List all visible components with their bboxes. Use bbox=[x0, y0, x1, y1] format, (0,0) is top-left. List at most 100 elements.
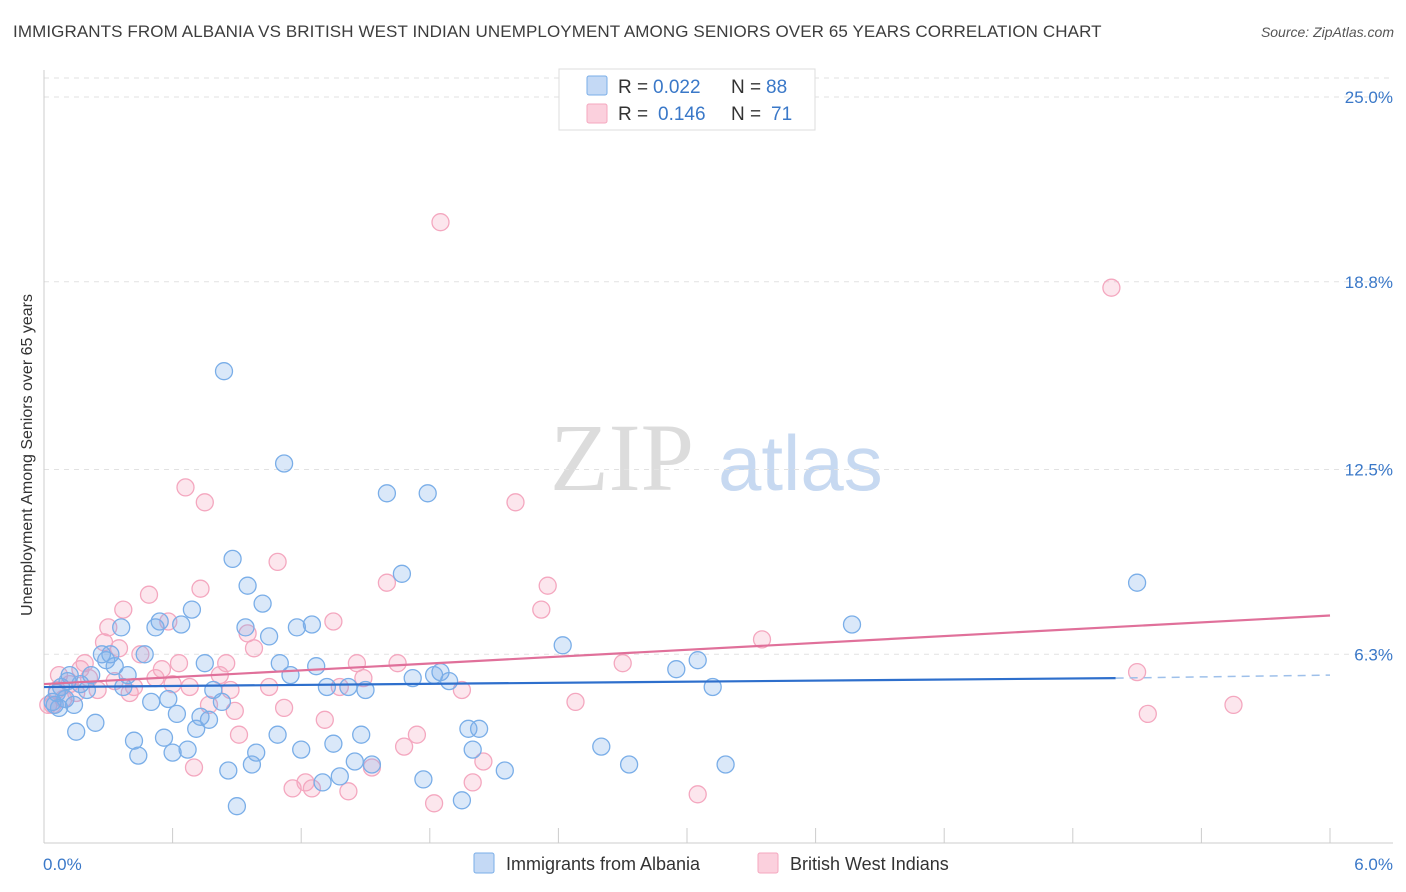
albania-point-27 bbox=[154, 728, 174, 747]
albania-point-59 bbox=[317, 677, 337, 697]
albania-point-36 bbox=[195, 654, 214, 673]
albania-point-45 bbox=[238, 576, 257, 595]
albania-point-31 bbox=[172, 615, 191, 634]
albania-point-77 bbox=[463, 740, 482, 759]
bwi-point-18 bbox=[139, 585, 159, 604]
albania-point-34 bbox=[187, 719, 206, 738]
bwi-point-39 bbox=[274, 698, 294, 718]
bwi-point-53 bbox=[407, 725, 427, 744]
bwi-point-42 bbox=[302, 779, 322, 798]
albania-point-85 bbox=[703, 677, 722, 697]
bottom-legend-swatch-blue bbox=[473, 852, 495, 874]
bwi-point-60 bbox=[532, 600, 551, 619]
albania-point-39 bbox=[212, 692, 232, 712]
albania-point-21 bbox=[124, 731, 144, 750]
bwi-point-26 bbox=[184, 758, 204, 777]
bwi-point-65 bbox=[752, 630, 772, 649]
albania-point-37 bbox=[199, 710, 219, 729]
bwi-point-61 bbox=[538, 576, 557, 595]
albania-point-78 bbox=[469, 719, 489, 738]
bottom-legend-label-pink: British West Indians bbox=[790, 854, 949, 874]
albania-point-88 bbox=[1127, 573, 1147, 592]
bwi-point-59 bbox=[506, 493, 525, 512]
albania-point-50 bbox=[268, 725, 287, 744]
albania-point-30 bbox=[167, 704, 187, 724]
x-tick-label-max: 6.0% bbox=[1354, 855, 1393, 874]
bwi-point-62 bbox=[566, 692, 585, 712]
source-label: Source: ZipAtlas.com bbox=[1260, 24, 1394, 40]
watermark-zip: ZIP bbox=[550, 404, 694, 511]
legend-swatch-blue bbox=[586, 75, 608, 96]
albania-point-28 bbox=[159, 689, 178, 709]
albania-point-26 bbox=[150, 612, 169, 631]
legend-r-label-2: R = bbox=[618, 104, 648, 125]
albania-point-61 bbox=[330, 767, 349, 786]
bwi-point-51 bbox=[388, 654, 407, 673]
albania-point-23 bbox=[135, 645, 154, 664]
bwi-point-54 bbox=[424, 794, 444, 813]
albania-point-56 bbox=[302, 615, 322, 634]
albania-point-71 bbox=[418, 484, 437, 503]
bwi-point-33 bbox=[225, 701, 244, 721]
albania-point-24 bbox=[142, 692, 161, 712]
bwi-point-64 bbox=[688, 785, 707, 804]
albania-point-44 bbox=[236, 618, 255, 637]
bwi-point-34 bbox=[229, 725, 249, 744]
albania-point-76 bbox=[459, 719, 478, 738]
albania-point-81 bbox=[592, 737, 611, 756]
legend-r-label-1: R = bbox=[618, 77, 648, 98]
albania-point-55 bbox=[292, 740, 311, 759]
gridlines bbox=[44, 77, 1393, 655]
legend-n-value-1: 88 bbox=[766, 77, 787, 98]
bottom-legend-label-blue: Immigrants from Albania bbox=[506, 854, 701, 874]
bwi-point-11 bbox=[99, 618, 118, 637]
albania-point-69 bbox=[403, 668, 422, 688]
albania-point-75 bbox=[452, 791, 472, 810]
albania-point-70 bbox=[414, 770, 433, 789]
bwi-point-56 bbox=[452, 680, 472, 700]
bwi-point-55 bbox=[431, 213, 450, 232]
albania-point-17 bbox=[105, 657, 124, 676]
albania-point-43 bbox=[227, 797, 247, 816]
albania-point-87 bbox=[842, 615, 862, 634]
y-tick-labels: 6.3% 12.5% 18.8% 25.0% bbox=[1345, 88, 1393, 664]
y-tick-label-3: 25.0% bbox=[1345, 88, 1393, 107]
bwi-point-27 bbox=[191, 579, 210, 598]
legend-r-value-2: 0.146 bbox=[658, 104, 706, 125]
albania-point-20 bbox=[118, 665, 137, 685]
albania-point-62 bbox=[339, 677, 358, 697]
albania-point-18 bbox=[112, 618, 131, 637]
albania-point-29 bbox=[163, 743, 182, 762]
albania-point-57 bbox=[307, 657, 326, 676]
bwi-point-31 bbox=[217, 654, 236, 673]
bwi-point-67 bbox=[1127, 662, 1147, 682]
albania-point-65 bbox=[356, 680, 375, 700]
albania-point-33 bbox=[182, 600, 202, 619]
watermark-atlas: atlas bbox=[718, 419, 883, 507]
albania-point-8 bbox=[64, 695, 84, 715]
albania-point-80 bbox=[553, 636, 572, 655]
albania-point-64 bbox=[352, 725, 371, 744]
albania-point-74 bbox=[439, 671, 459, 691]
x-tick-label-min: 0.0% bbox=[43, 855, 82, 874]
albania-point-48 bbox=[253, 594, 272, 613]
bwi-point-24 bbox=[176, 478, 195, 497]
albania-point-84 bbox=[688, 651, 707, 670]
albania-point-32 bbox=[178, 740, 197, 759]
albania-point-54 bbox=[287, 618, 307, 637]
albania-point-66 bbox=[362, 755, 382, 774]
bwi-point-14 bbox=[114, 600, 133, 619]
bottom-legend-swatch-pink bbox=[757, 852, 779, 874]
albania-point-12 bbox=[82, 665, 101, 685]
y-tick-label-0: 6.3% bbox=[1354, 645, 1393, 664]
bwi-point-43 bbox=[315, 710, 334, 729]
legend-n-label-2: N = bbox=[731, 104, 761, 125]
albania-point-49 bbox=[259, 627, 279, 646]
albania-trend-line bbox=[43, 677, 1116, 689]
bwi-point-23 bbox=[169, 654, 189, 673]
bwi-point-66 bbox=[1102, 278, 1121, 297]
albania-point-67 bbox=[377, 484, 397, 503]
axes bbox=[43, 70, 1393, 844]
bwi-point-68 bbox=[1138, 704, 1157, 724]
